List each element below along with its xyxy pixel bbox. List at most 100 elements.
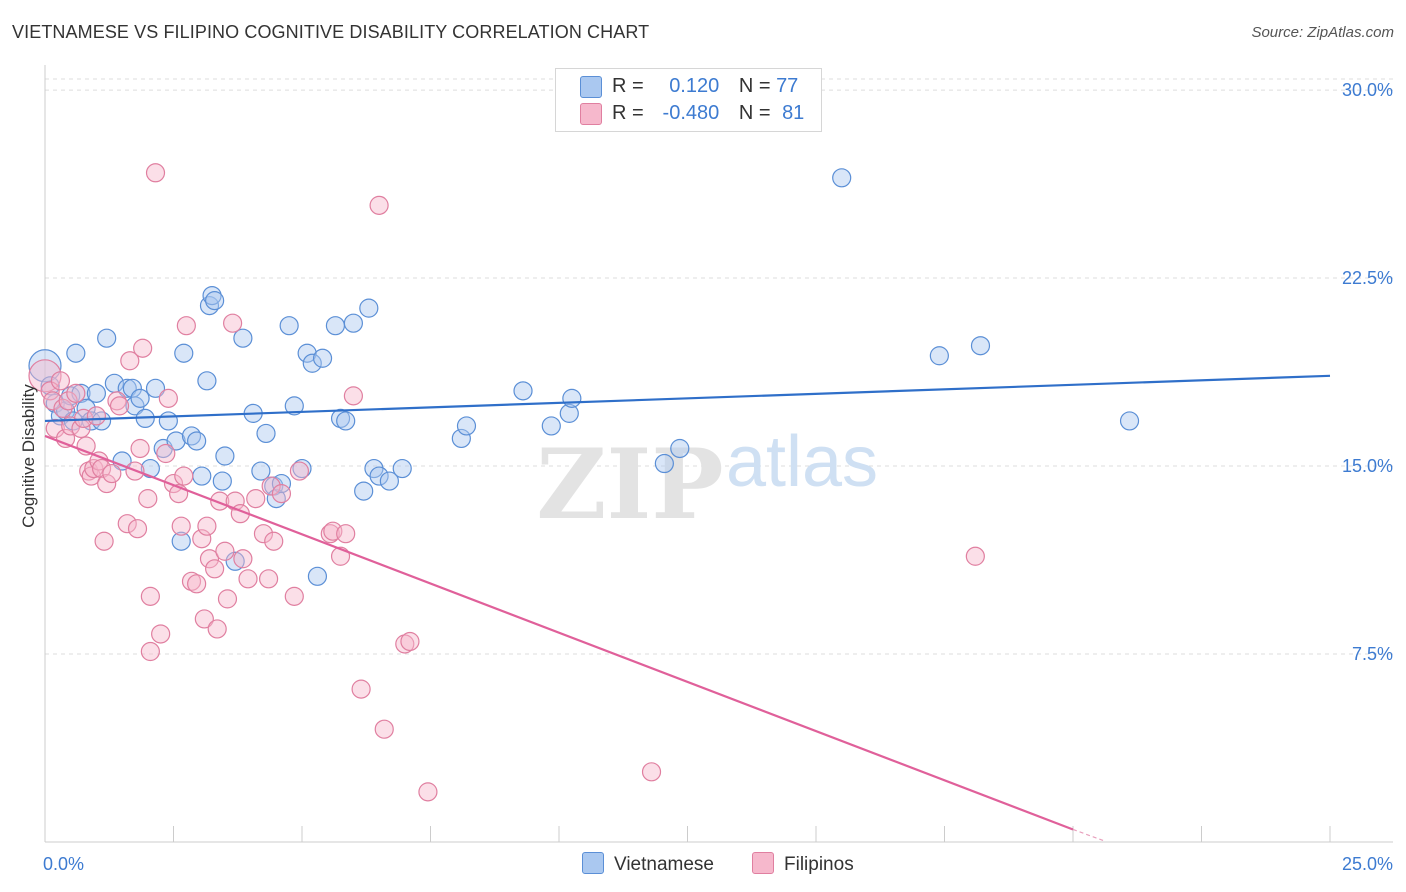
data-point — [456, 416, 477, 436]
data-point — [145, 378, 166, 398]
data-point — [207, 619, 227, 639]
data-point — [320, 524, 340, 544]
data-point — [192, 529, 212, 549]
tick-labels: 7.5% 15.0% 22.5% 30.0% 0.0% 25.0% — [43, 80, 1393, 874]
data-point — [197, 371, 217, 391]
data-point — [284, 586, 304, 606]
data-point — [187, 574, 207, 594]
legend-r-value: 0.120 — [669, 75, 720, 97]
series-legend: Vietnamese Filipinos — [0, 852, 1406, 878]
filipinos-points — [28, 163, 985, 802]
data-point — [81, 466, 101, 486]
data-point — [102, 463, 122, 484]
data-point — [343, 313, 363, 333]
data-point — [120, 351, 140, 371]
data-point — [194, 609, 214, 629]
data-point — [171, 531, 191, 551]
y-tick-label: 7.5% — [1352, 644, 1393, 664]
legend-r-value: -0.480 — [662, 102, 720, 124]
data-point — [336, 524, 356, 544]
legend-swatch-filipinos — [752, 852, 774, 874]
data-point — [109, 396, 130, 416]
data-point — [264, 531, 284, 551]
data-point — [330, 408, 351, 429]
legend-n-value: 77 — [776, 75, 799, 97]
data-point — [369, 466, 389, 486]
data-point — [374, 719, 394, 739]
data-point — [400, 631, 420, 652]
data-point — [395, 634, 415, 654]
data-point — [251, 461, 271, 481]
x-tick-label: 25.0% — [1342, 854, 1393, 874]
data-point — [292, 458, 312, 479]
data-point — [343, 386, 363, 406]
data-point — [130, 388, 150, 408]
watermark-atlas: atlas — [726, 422, 878, 502]
data-point — [187, 431, 207, 451]
data-point — [133, 338, 153, 358]
data-point — [451, 428, 471, 449]
data-point — [641, 762, 662, 782]
data-point — [289, 461, 310, 481]
data-point — [163, 473, 184, 494]
legend-swatch-pink — [580, 103, 602, 125]
data-point — [86, 406, 107, 426]
data-point — [559, 403, 579, 423]
data-point — [258, 569, 279, 589]
data-point — [91, 458, 112, 479]
data-point — [562, 388, 582, 408]
legend-r-label: R = — [612, 75, 644, 97]
data-point — [246, 489, 266, 509]
chart-title: VIETNAMESE VS FILIPINO COGNITIVE DISABIL… — [12, 22, 650, 42]
legend-r-label: R = — [612, 102, 644, 124]
data-point — [354, 481, 374, 501]
data-point — [212, 471, 232, 491]
legend-n-label: N = — [738, 102, 771, 124]
data-point — [336, 411, 356, 431]
data-point — [205, 559, 225, 579]
y-axis-label: Cognitive Disability — [19, 384, 38, 528]
data-point — [58, 391, 78, 411]
data-point — [654, 453, 674, 474]
data-point — [66, 343, 86, 363]
legend-item-filipinos[interactable]: Filipinos — [752, 852, 854, 876]
data-point — [670, 438, 690, 459]
data-point — [130, 438, 150, 459]
stats-legend: R = 0.120 N = 77 R = -0.480 N = 81 — [555, 68, 822, 132]
data-point — [217, 589, 238, 609]
data-point — [297, 343, 317, 363]
data-point — [158, 411, 178, 431]
legend-swatch-vietnamese — [582, 852, 604, 874]
data-point — [28, 349, 62, 383]
y-tick-label: 22.5% — [1342, 268, 1393, 288]
data-point — [107, 391, 127, 411]
data-point — [541, 416, 561, 436]
y-tick-label: 30.0% — [1342, 80, 1393, 100]
data-point — [66, 383, 86, 403]
data-point — [302, 353, 322, 373]
data-point — [929, 346, 949, 366]
data-point — [513, 381, 533, 401]
data-point — [158, 388, 178, 408]
legend-item-vietnamese[interactable]: Vietnamese — [582, 852, 714, 876]
data-point — [86, 383, 107, 403]
data-point — [166, 431, 186, 451]
data-point — [117, 514, 137, 534]
data-point — [94, 531, 114, 551]
data-point — [181, 571, 202, 591]
data-point — [171, 516, 191, 536]
data-point — [284, 396, 304, 416]
data-point — [1119, 411, 1140, 431]
data-point — [271, 484, 292, 504]
data-point — [145, 163, 166, 183]
legend-swatch-blue — [580, 76, 602, 98]
data-point — [369, 195, 389, 215]
data-point — [43, 391, 63, 411]
data-point — [233, 328, 253, 348]
data-point — [28, 359, 62, 393]
data-point — [392, 458, 412, 479]
data-point — [351, 679, 371, 699]
data-point — [832, 168, 852, 188]
data-point — [238, 569, 258, 589]
data-point — [97, 328, 117, 348]
